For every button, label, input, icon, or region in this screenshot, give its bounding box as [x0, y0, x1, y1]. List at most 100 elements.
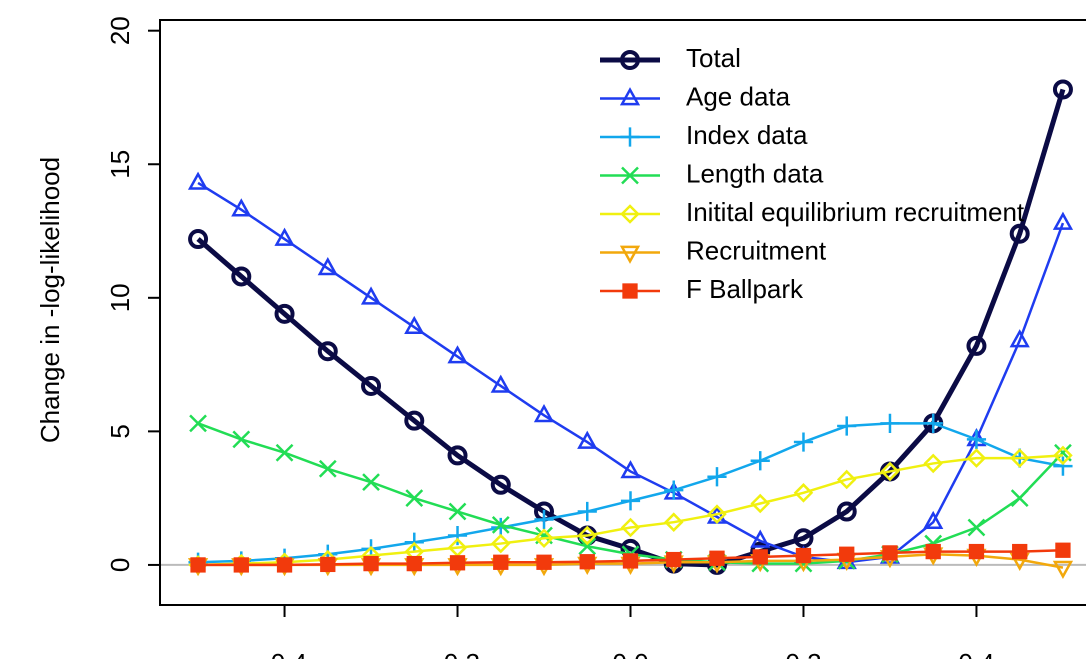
- data-point: [404, 410, 425, 431]
- data-point: [707, 504, 727, 524]
- data-point: [276, 557, 293, 573]
- legend-marker: [620, 127, 640, 147]
- data-point: [882, 545, 898, 561]
- data-point: [579, 554, 595, 570]
- data-point: [709, 550, 725, 566]
- x-tick-label: 0.0: [612, 648, 648, 659]
- data-point: [666, 551, 682, 568]
- data-point: [361, 375, 382, 396]
- data-point: [231, 198, 252, 217]
- data-point: [577, 430, 598, 449]
- data-point: [620, 517, 641, 538]
- legend-marker: [620, 50, 640, 70]
- data-point: [448, 502, 467, 521]
- data-point: [405, 489, 424, 508]
- data-point: [447, 525, 468, 546]
- data-point: [533, 403, 555, 423]
- x-tick-label: 0.4: [958, 648, 994, 659]
- legend-marker: [619, 245, 641, 264]
- data-point: [360, 286, 382, 305]
- data-point: [406, 555, 422, 572]
- data-point: [404, 315, 425, 335]
- data-point: [967, 518, 986, 537]
- data-point: [966, 429, 987, 449]
- data-point: [577, 501, 597, 522]
- data-point: [880, 461, 900, 482]
- legend-label: Length data: [686, 158, 824, 188]
- y-tick-label: 5: [105, 424, 135, 438]
- data-point: [447, 445, 468, 466]
- data-point: [577, 525, 598, 546]
- data-point: [274, 227, 295, 246]
- data-point: [317, 341, 338, 362]
- data-point: [750, 451, 770, 471]
- data-point: [966, 448, 987, 468]
- y-tick-label: 20: [105, 16, 135, 45]
- x-tick-label: -0.4: [262, 648, 307, 659]
- data-point: [837, 416, 857, 436]
- y-tick-label: 10: [105, 283, 135, 312]
- x-tick-label: 0.2: [785, 648, 821, 659]
- data-point: [493, 554, 509, 570]
- data-point: [231, 266, 252, 287]
- data-point: [923, 413, 943, 433]
- data-point: [1012, 543, 1028, 560]
- data-point: [233, 557, 249, 573]
- data-point: [836, 469, 857, 490]
- data-point: [752, 549, 768, 565]
- data-point: [189, 414, 207, 433]
- data-point: [490, 474, 511, 495]
- data-point: [923, 510, 944, 530]
- y-axis-label: Change in -log-likelihood: [35, 157, 65, 443]
- data-point: [664, 480, 684, 500]
- data-point: [1009, 223, 1030, 244]
- data-point: [317, 257, 338, 276]
- data-point: [923, 453, 943, 474]
- series-line: [197, 181, 1065, 564]
- data-point: [1053, 445, 1073, 466]
- legend-marker: [619, 87, 641, 106]
- data-point: [1053, 456, 1073, 476]
- plot-box: [159, 19, 1086, 606]
- legend-marker: [620, 204, 640, 224]
- data-point: [578, 537, 597, 556]
- data-point: [491, 515, 510, 534]
- data-point: [1009, 448, 1030, 468]
- data-point: [534, 528, 554, 548]
- data-point: [620, 460, 641, 479]
- data-point: [622, 553, 639, 569]
- data-point: [232, 430, 251, 449]
- data-point: [1052, 79, 1073, 100]
- data-point: [449, 555, 466, 571]
- data-point: [362, 473, 380, 492]
- legend-label: Index data: [686, 120, 808, 150]
- data-point: [1052, 560, 1074, 579]
- data-point: [536, 554, 552, 570]
- data-point: [534, 509, 554, 530]
- y-tick-label: 0: [105, 558, 135, 572]
- legend-marker: [622, 283, 638, 299]
- data-point: [880, 413, 900, 433]
- legend-label: Initital equilibrium recruitment: [686, 197, 1025, 227]
- data-point: [707, 467, 727, 487]
- data-point: [274, 303, 295, 324]
- data-point: [968, 543, 985, 560]
- data-point: [490, 533, 511, 554]
- series-line: [196, 88, 1066, 568]
- data-point: [793, 483, 814, 503]
- legend-label: F Ballpark: [686, 274, 804, 304]
- series-line: [198, 454, 1064, 567]
- data-point: [620, 491, 641, 511]
- data-point: [663, 512, 684, 532]
- legend-label: Total: [686, 43, 741, 73]
- data-point: [925, 543, 941, 560]
- data-point: [1055, 542, 1071, 558]
- y-tick-label: 15: [105, 150, 135, 179]
- data-point: [187, 171, 209, 190]
- legend-marker: [621, 166, 639, 185]
- data-point: [363, 555, 379, 572]
- data-point: [750, 493, 771, 514]
- data-point: [188, 229, 209, 250]
